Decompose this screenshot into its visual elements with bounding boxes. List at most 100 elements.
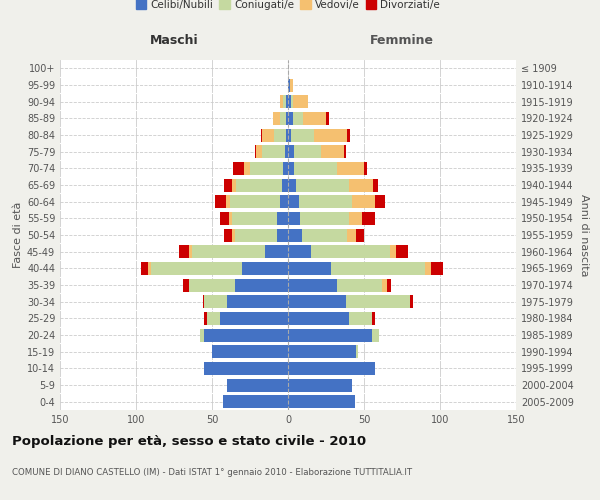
Bar	[288, 278, 337, 291]
Bar	[256, 145, 262, 158]
Bar	[205, 328, 288, 342]
Bar	[322, 145, 344, 158]
Bar	[232, 178, 236, 192]
Bar	[282, 178, 288, 192]
Bar	[290, 78, 293, 92]
Bar	[227, 295, 288, 308]
Bar	[288, 112, 293, 125]
Bar	[235, 228, 277, 241]
Bar	[226, 195, 230, 208]
Bar	[302, 228, 347, 241]
Bar	[254, 145, 256, 158]
Bar	[288, 395, 355, 408]
Bar	[265, 245, 288, 258]
Bar	[356, 228, 364, 241]
Bar	[200, 328, 205, 342]
Bar	[280, 95, 283, 108]
Bar	[347, 128, 350, 141]
Bar	[288, 178, 296, 192]
Bar	[280, 195, 288, 208]
Bar	[288, 362, 374, 375]
Bar	[286, 95, 288, 108]
Bar	[288, 295, 346, 308]
Bar	[250, 162, 283, 175]
Bar	[387, 278, 391, 291]
Y-axis label: Anni di nascita: Anni di nascita	[579, 194, 589, 276]
Bar	[288, 128, 291, 141]
Bar	[208, 312, 220, 325]
Bar	[227, 378, 288, 392]
Bar	[288, 195, 299, 208]
Bar	[179, 245, 189, 258]
Bar	[288, 95, 291, 108]
Bar	[356, 345, 358, 358]
Bar	[288, 345, 356, 358]
Bar	[205, 295, 227, 308]
Bar	[349, 212, 362, 225]
Bar	[288, 378, 352, 392]
Bar	[262, 145, 285, 158]
Bar	[291, 95, 293, 108]
Bar	[349, 312, 371, 325]
Bar	[183, 278, 189, 291]
Bar	[192, 245, 265, 258]
Y-axis label: Fasce di età: Fasce di età	[13, 202, 23, 268]
Bar	[326, 112, 329, 125]
Bar	[288, 228, 302, 241]
Bar	[288, 162, 294, 175]
Bar	[288, 328, 371, 342]
Bar	[347, 228, 356, 241]
Bar	[205, 362, 288, 375]
Bar	[291, 128, 314, 141]
Bar	[283, 162, 288, 175]
Bar	[140, 262, 148, 275]
Bar	[314, 128, 347, 141]
Bar	[299, 195, 352, 208]
Bar	[364, 162, 367, 175]
Bar	[224, 178, 232, 192]
Bar	[371, 312, 374, 325]
Legend: Celibi/Nubili, Coniugati/e, Vedovi/e, Divorziati/e: Celibi/Nubili, Coniugati/e, Vedovi/e, Di…	[131, 0, 445, 14]
Bar	[293, 95, 308, 108]
Bar	[362, 212, 374, 225]
Bar	[373, 178, 377, 192]
Text: Femmine: Femmine	[370, 34, 434, 46]
Bar	[337, 162, 364, 175]
Bar	[288, 312, 349, 325]
Bar	[244, 162, 250, 175]
Bar	[390, 245, 396, 258]
Bar	[151, 262, 242, 275]
Bar	[374, 195, 385, 208]
Bar	[300, 212, 349, 225]
Bar	[229, 212, 232, 225]
Bar	[189, 245, 192, 258]
Bar	[203, 295, 205, 308]
Bar	[431, 262, 443, 275]
Bar	[294, 162, 337, 175]
Bar	[233, 162, 244, 175]
Bar	[232, 212, 277, 225]
Bar	[293, 112, 303, 125]
Bar	[349, 178, 373, 192]
Bar	[410, 295, 413, 308]
Bar	[274, 128, 286, 141]
Bar	[220, 212, 229, 225]
Bar	[344, 145, 346, 158]
Bar	[296, 178, 349, 192]
Bar	[277, 212, 288, 225]
Bar	[283, 95, 286, 108]
Bar	[260, 128, 262, 141]
Bar	[371, 328, 379, 342]
Text: Maschi: Maschi	[149, 34, 199, 46]
Bar	[262, 128, 274, 141]
Bar	[331, 262, 425, 275]
Bar	[273, 112, 280, 125]
Bar	[382, 278, 387, 291]
Bar	[223, 395, 288, 408]
Bar	[425, 262, 431, 275]
Bar	[285, 145, 288, 158]
Text: COMUNE DI DIANO CASTELLO (IM) - Dati ISTAT 1° gennaio 2010 - Elaborazione TUTTIT: COMUNE DI DIANO CASTELLO (IM) - Dati IST…	[12, 468, 412, 477]
Bar	[205, 312, 208, 325]
Bar	[352, 195, 374, 208]
Bar	[215, 195, 226, 208]
